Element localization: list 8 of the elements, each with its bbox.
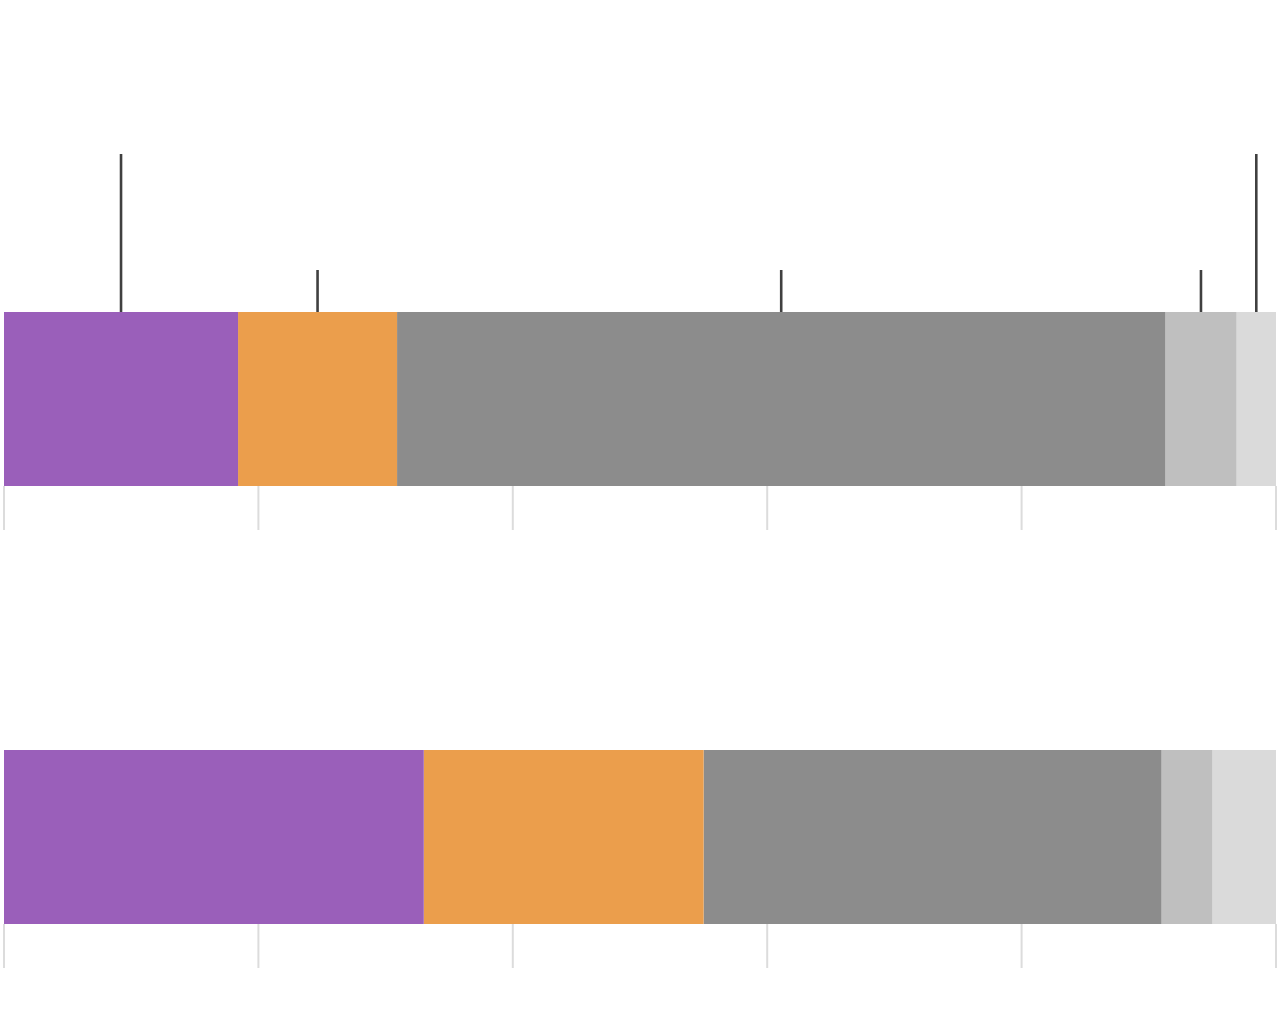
bar xyxy=(1165,311,1237,486)
bar xyxy=(1161,749,1213,924)
bar xyxy=(703,749,1162,924)
bar xyxy=(4,311,239,486)
bar xyxy=(238,311,398,486)
bar xyxy=(397,311,1166,486)
bar xyxy=(4,749,424,924)
bar xyxy=(423,749,704,924)
